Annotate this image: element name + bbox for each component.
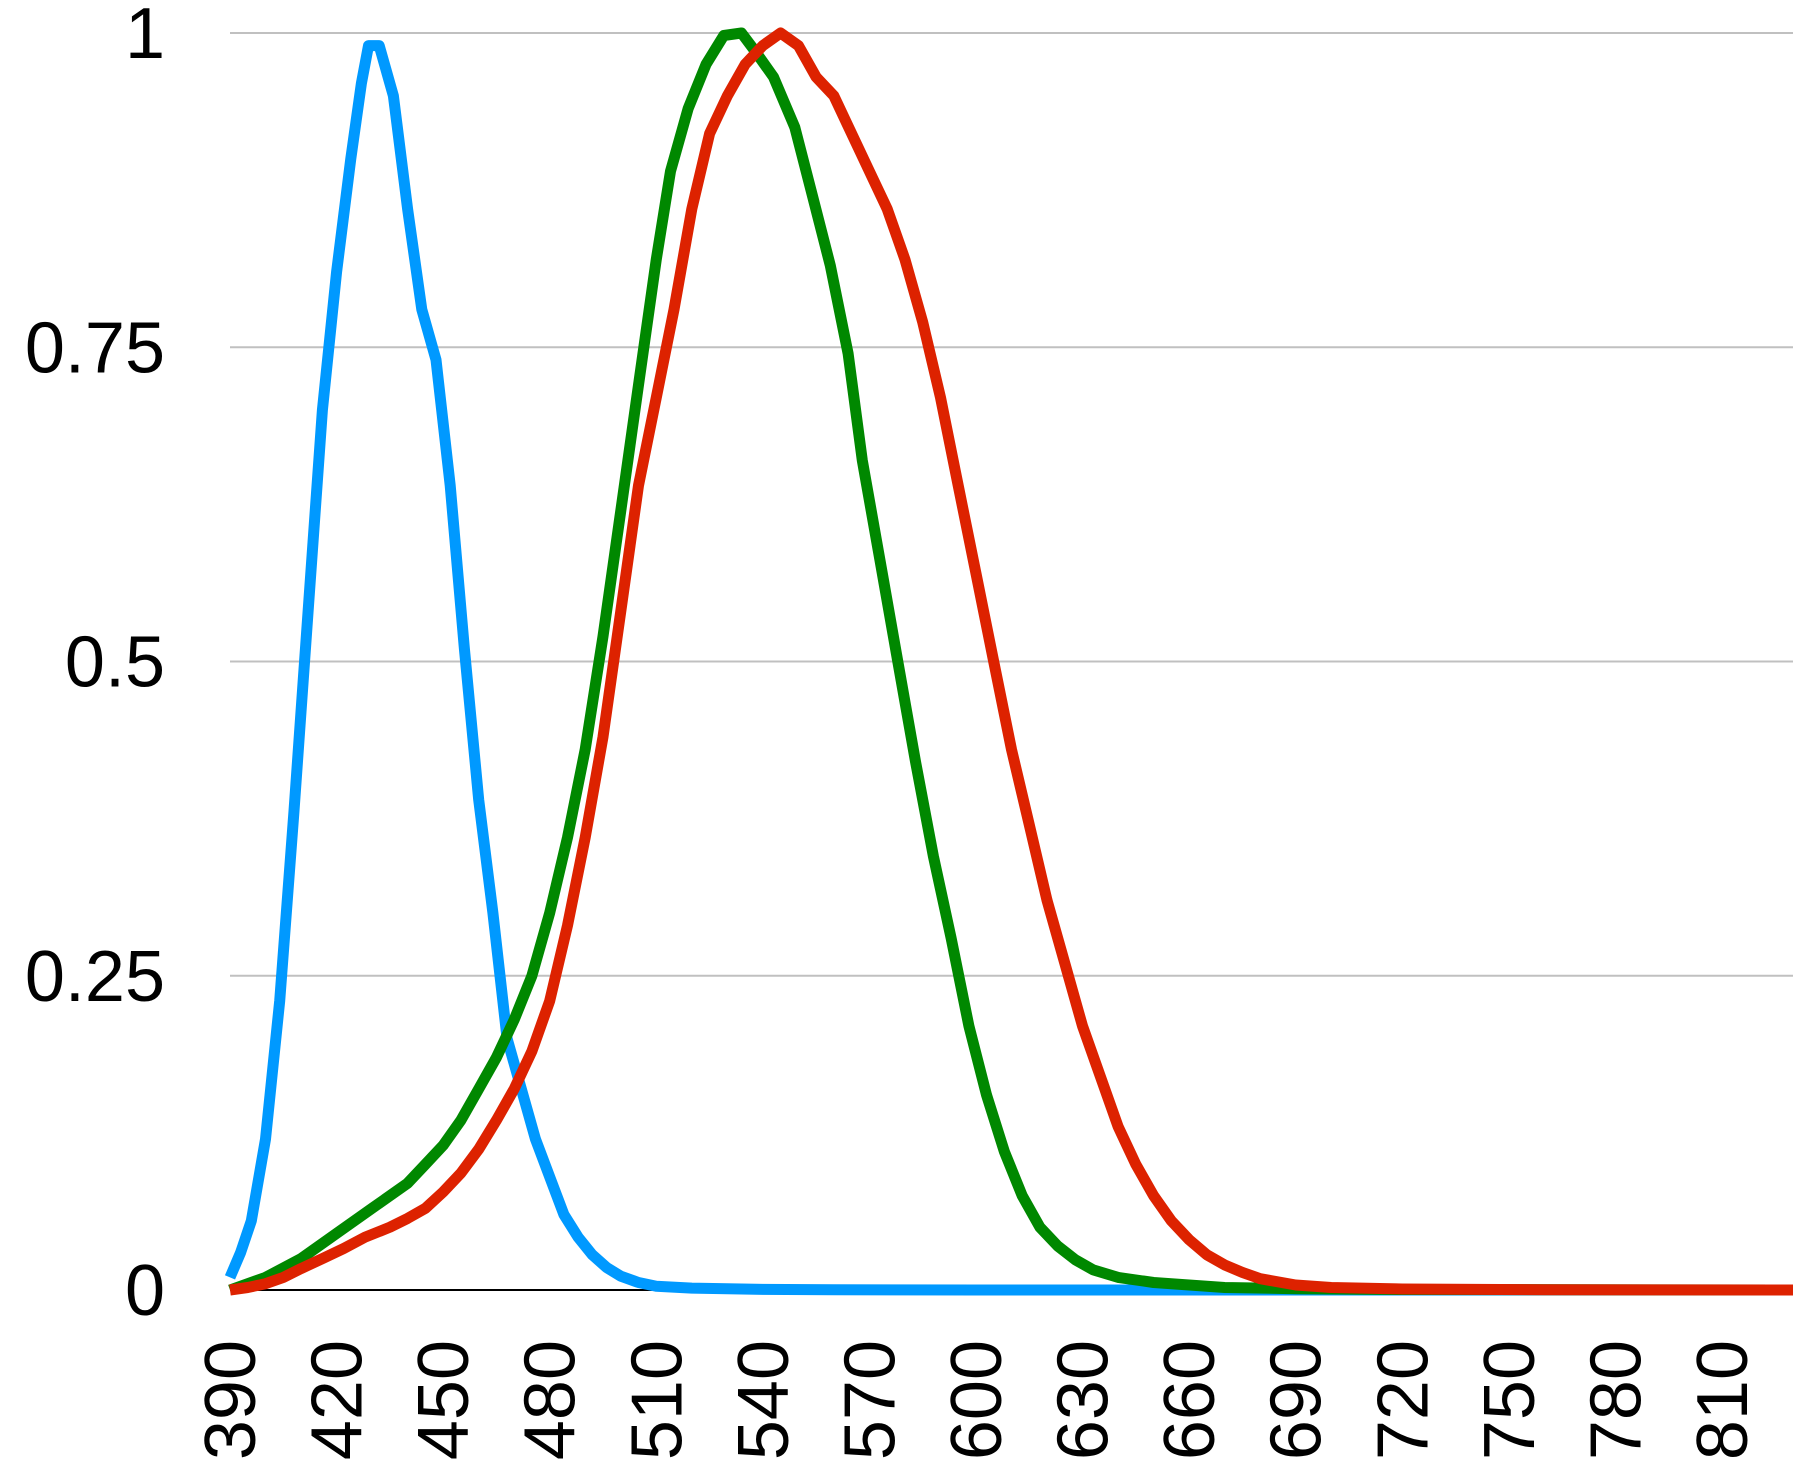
gridlines — [230, 32, 1793, 977]
x-tick-label: 780 — [1576, 1340, 1656, 1460]
x-tick-label: 660 — [1150, 1340, 1230, 1460]
x-tick-label: 690 — [1257, 1340, 1337, 1460]
x-tick-label: 510 — [617, 1340, 697, 1460]
series-line-3 — [229, 27, 1793, 1296]
x-tick-label: 570 — [830, 1340, 910, 1460]
y-tick-label: 1 — [125, 0, 165, 74]
x-tick-label: 390 — [191, 1340, 271, 1460]
x-tick-label: 720 — [1363, 1340, 1443, 1460]
x-tick-label: 480 — [511, 1340, 591, 1460]
y-tick-label: 0.5 — [65, 623, 165, 703]
series-lines — [224, 27, 1793, 1296]
series-line-2 — [228, 27, 1793, 1296]
x-tick-label: 600 — [937, 1340, 1017, 1460]
x-tick-label: 630 — [1044, 1340, 1124, 1460]
x-tick-label: 750 — [1470, 1340, 1550, 1460]
y-tick-label: 0.25 — [25, 937, 165, 1017]
x-tick-label: 810 — [1683, 1340, 1763, 1460]
x-tick-labels: 390 420 450 480 510 540 570 600 630 660 690 720 750 7… — [191, 1340, 1763, 1460]
x-tick-label: 450 — [404, 1340, 484, 1460]
series-line-1 — [224, 40, 1793, 1296]
y-tick-labels: 0 0.25 0.5 0.75 1 — [25, 0, 165, 1331]
x-tick-label: 420 — [298, 1340, 378, 1460]
x-tick-label: 540 — [724, 1340, 804, 1460]
y-tick-label: 0 — [125, 1251, 165, 1331]
y-tick-label: 0.75 — [25, 308, 165, 388]
